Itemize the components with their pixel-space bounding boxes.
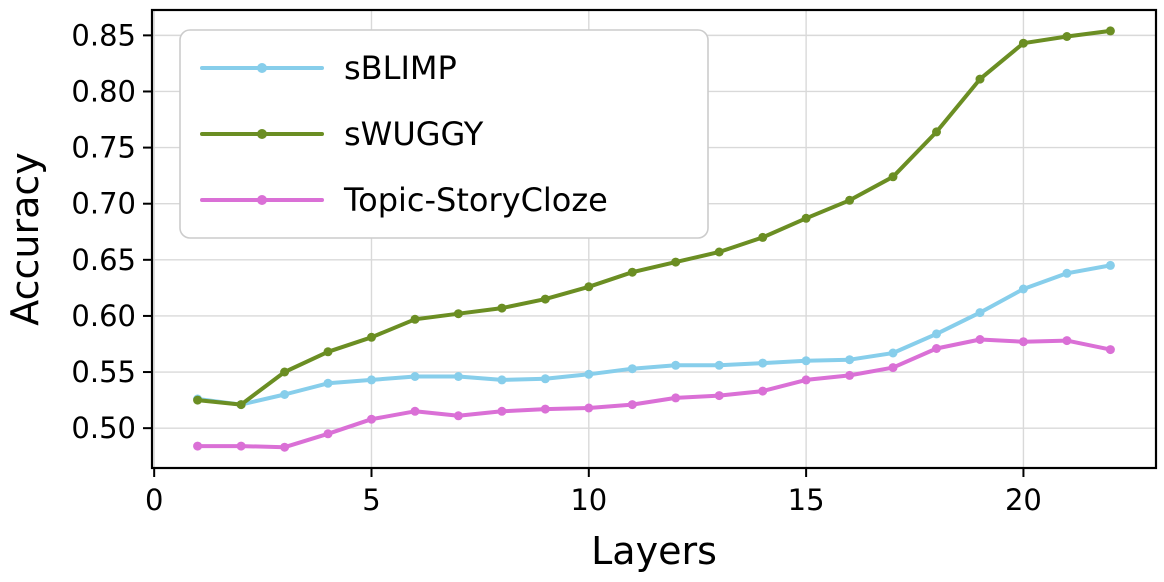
series-marker-sWUGGY [714, 247, 724, 257]
series-marker-sBLIMP [932, 329, 941, 339]
legend-swatch-marker-Topic-StoryCloze [257, 195, 267, 205]
series-marker-sWUGGY [932, 127, 941, 137]
series-marker-sBLIMP [540, 374, 550, 384]
series-marker-sWUGGY [671, 257, 681, 267]
y-tick-label: 0.75 [71, 131, 136, 165]
y-tick-label: 0.80 [71, 74, 136, 108]
series-marker-Topic-StoryCloze [280, 442, 290, 452]
series-marker-Topic-StoryCloze [888, 363, 898, 373]
series-marker-sWUGGY [367, 332, 376, 342]
series-marker-Topic-StoryCloze [1062, 336, 1072, 346]
series-marker-sWUGGY [540, 294, 550, 304]
series-marker-sBLIMP [975, 308, 985, 318]
series-marker-sWUGGY [1018, 38, 1028, 48]
legend-box [179, 29, 709, 239]
legend-label-sWUGGY: sWUGGY [344, 115, 484, 153]
series-marker-sBLIMP [801, 356, 811, 366]
series-marker-Topic-StoryCloze [975, 335, 985, 344]
series-marker-sWUGGY [410, 314, 420, 324]
series-marker-Topic-StoryCloze [584, 403, 594, 413]
series-marker-sWUGGY [801, 213, 811, 223]
series-marker-sBLIMP [671, 360, 681, 370]
series-marker-Topic-StoryCloze [845, 370, 855, 380]
series-marker-Topic-StoryCloze [627, 400, 637, 410]
series-marker-sWUGGY [584, 282, 594, 292]
series-marker-Topic-StoryCloze [1105, 345, 1115, 355]
y-axis-label: Accuracy [3, 152, 47, 326]
series-marker-Topic-StoryCloze [453, 411, 463, 421]
series-marker-Topic-StoryCloze [758, 386, 768, 396]
series-marker-sWUGGY [236, 400, 246, 410]
series-marker-sBLIMP [845, 355, 855, 365]
series-marker-sWUGGY [758, 232, 768, 242]
series-marker-Topic-StoryCloze [540, 404, 550, 414]
series-marker-sWUGGY [497, 303, 507, 313]
y-tick-label: 0.60 [71, 299, 136, 333]
series-marker-Topic-StoryCloze [323, 429, 333, 439]
series-marker-sBLIMP [1018, 284, 1028, 294]
series-marker-sBLIMP [627, 364, 637, 374]
series-marker-sBLIMP [1062, 268, 1072, 278]
series-marker-sWUGGY [888, 172, 898, 182]
x-tick-label: 20 [1005, 483, 1042, 517]
series-marker-Topic-StoryCloze [193, 441, 203, 451]
series-marker-Topic-StoryCloze [714, 391, 724, 401]
series-marker-sBLIMP [888, 348, 898, 358]
y-tick-label: 0.50 [71, 411, 136, 445]
legend-swatch-marker-sWUGGY [257, 129, 267, 139]
legend-label-sBLIMP: sBLIMP [344, 49, 457, 87]
y-tick-label: 0.70 [71, 187, 136, 221]
series-marker-sWUGGY [193, 395, 203, 405]
series-marker-Topic-StoryCloze [497, 406, 507, 416]
series-marker-sWUGGY [1105, 26, 1115, 36]
series-marker-Topic-StoryCloze [801, 375, 811, 385]
series-marker-sWUGGY [323, 347, 333, 357]
series-line-Topic-StoryCloze [195, 337, 1113, 450]
series-marker-sBLIMP [758, 358, 768, 368]
series-marker-sBLIMP [410, 372, 420, 381]
legend-label-Topic-StoryCloze: Topic-StoryCloze [343, 181, 608, 219]
y-tick-label: 0.65 [71, 243, 136, 277]
series-marker-Topic-StoryCloze [367, 414, 376, 424]
x-tick-label: 10 [570, 483, 607, 517]
series-marker-sBLIMP [280, 390, 290, 399]
series-marker-sBLIMP [453, 372, 463, 381]
x-tick-label: 15 [788, 483, 825, 517]
series-line-sBLIMP [195, 263, 1113, 407]
legend-swatch-marker-sBLIMP [257, 63, 267, 73]
series-marker-Topic-StoryCloze [236, 441, 246, 451]
x-axis-label: Layers [591, 529, 717, 573]
series-marker-sWUGGY [627, 267, 637, 277]
series-marker-sBLIMP [323, 378, 333, 388]
series-marker-sBLIMP [584, 369, 594, 379]
series-marker-Topic-StoryCloze [671, 393, 681, 403]
series-marker-Topic-StoryCloze [932, 344, 941, 353]
series-marker-sWUGGY [453, 309, 463, 319]
x-tick-label: 0 [145, 483, 163, 517]
plot-spines [150, 8, 1158, 470]
series-line-sWUGGY [195, 28, 1113, 407]
series-marker-sWUGGY [975, 74, 985, 84]
series-marker-sBLIMP [714, 360, 724, 370]
series-marker-Topic-StoryCloze [410, 406, 420, 416]
series-marker-sWUGGY [1062, 32, 1072, 41]
y-tick-label: 0.85 [71, 18, 136, 52]
series-marker-sBLIMP [367, 375, 376, 385]
x-tick-label: 5 [362, 483, 380, 517]
series-marker-sWUGGY [280, 367, 290, 377]
series-marker-Topic-StoryCloze [1018, 337, 1028, 347]
series-marker-sWUGGY [845, 195, 855, 205]
series-marker-sBLIMP [1105, 260, 1115, 270]
y-tick-label: 0.55 [71, 355, 136, 389]
series-marker-sBLIMP [497, 375, 507, 385]
